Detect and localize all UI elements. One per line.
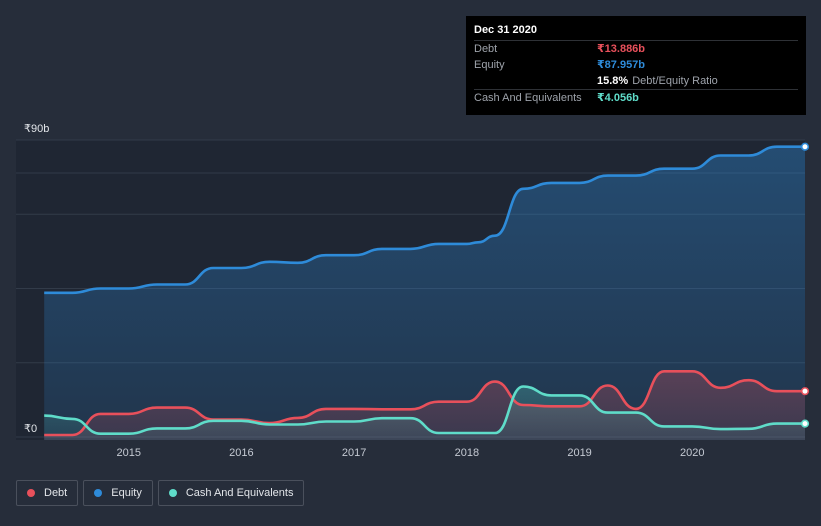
series-lines [44,145,805,437]
legend-item-debt[interactable]: Debt [16,480,79,506]
legend-label: Equity [111,487,142,499]
tooltip-debt-value: ₹13.886b [597,43,646,55]
tooltip-equity-label: Equity [474,59,505,71]
x-tick-label: 2015 [116,447,140,459]
legend-item-cash[interactable]: Cash And Equivalents [157,480,305,506]
tooltip-debt-label: Debt [474,43,498,55]
legend-dot-icon [94,489,103,497]
debt-line [44,369,805,437]
x-tick-label: 2018 [455,447,479,459]
x-tick-label: 2020 [680,447,704,459]
tooltip-ratio-value: 15.8% [597,75,629,87]
tooltip-cash-value: ₹4.056b [597,92,639,104]
legend-label: Cash And Equivalents [185,487,294,499]
tooltip: Dec 31 2020 Debt ₹13.886b Equity ₹87.957… [466,16,806,115]
equity-line [44,145,805,295]
x-tick-label: 2019 [567,447,591,459]
legend-dot-icon [27,489,35,497]
tooltip-cash-label: Cash And Equivalents [474,92,582,104]
debt-end-point [800,387,810,396]
cash-and-equivalents-end-point [800,419,810,428]
equity-area [44,146,805,440]
tooltip-ratio-label: Debt/Equity Ratio [632,75,718,87]
x-tick-label: 2016 [229,447,253,459]
axis-labels: ₹90b ₹0 2015 2016 2017 2018 2019 2020 [24,123,705,459]
y-tick-label-top: ₹90b [24,123,49,135]
cash-and-equivalents-area [44,386,805,440]
legend-label: Debt [44,487,68,499]
tooltip-row-ratio: 15.8% Debt/Equity Ratio [474,73,798,89]
tooltip-row-debt: Debt ₹13.886b [474,40,798,57]
legend: Debt Equity Cash And Equivalents [16,480,309,506]
legend-dot-icon [168,489,177,497]
end-markers [800,142,810,428]
y-tick-label-bottom: ₹0 [24,423,37,435]
tooltip-equity-value: ₹87.957b [597,59,646,71]
cash-and-equivalents-line [44,385,805,436]
x-tick-label: 2017 [342,447,366,459]
tooltip-row-cash: Cash And Equivalents ₹4.056b [474,89,798,106]
tooltip-row-equity: Equity ₹87.957b [474,57,798,73]
legend-item-equity[interactable]: Equity [83,480,153,506]
equity-end-point [800,142,810,151]
tooltip-date: Dec 31 2020 [474,24,537,36]
